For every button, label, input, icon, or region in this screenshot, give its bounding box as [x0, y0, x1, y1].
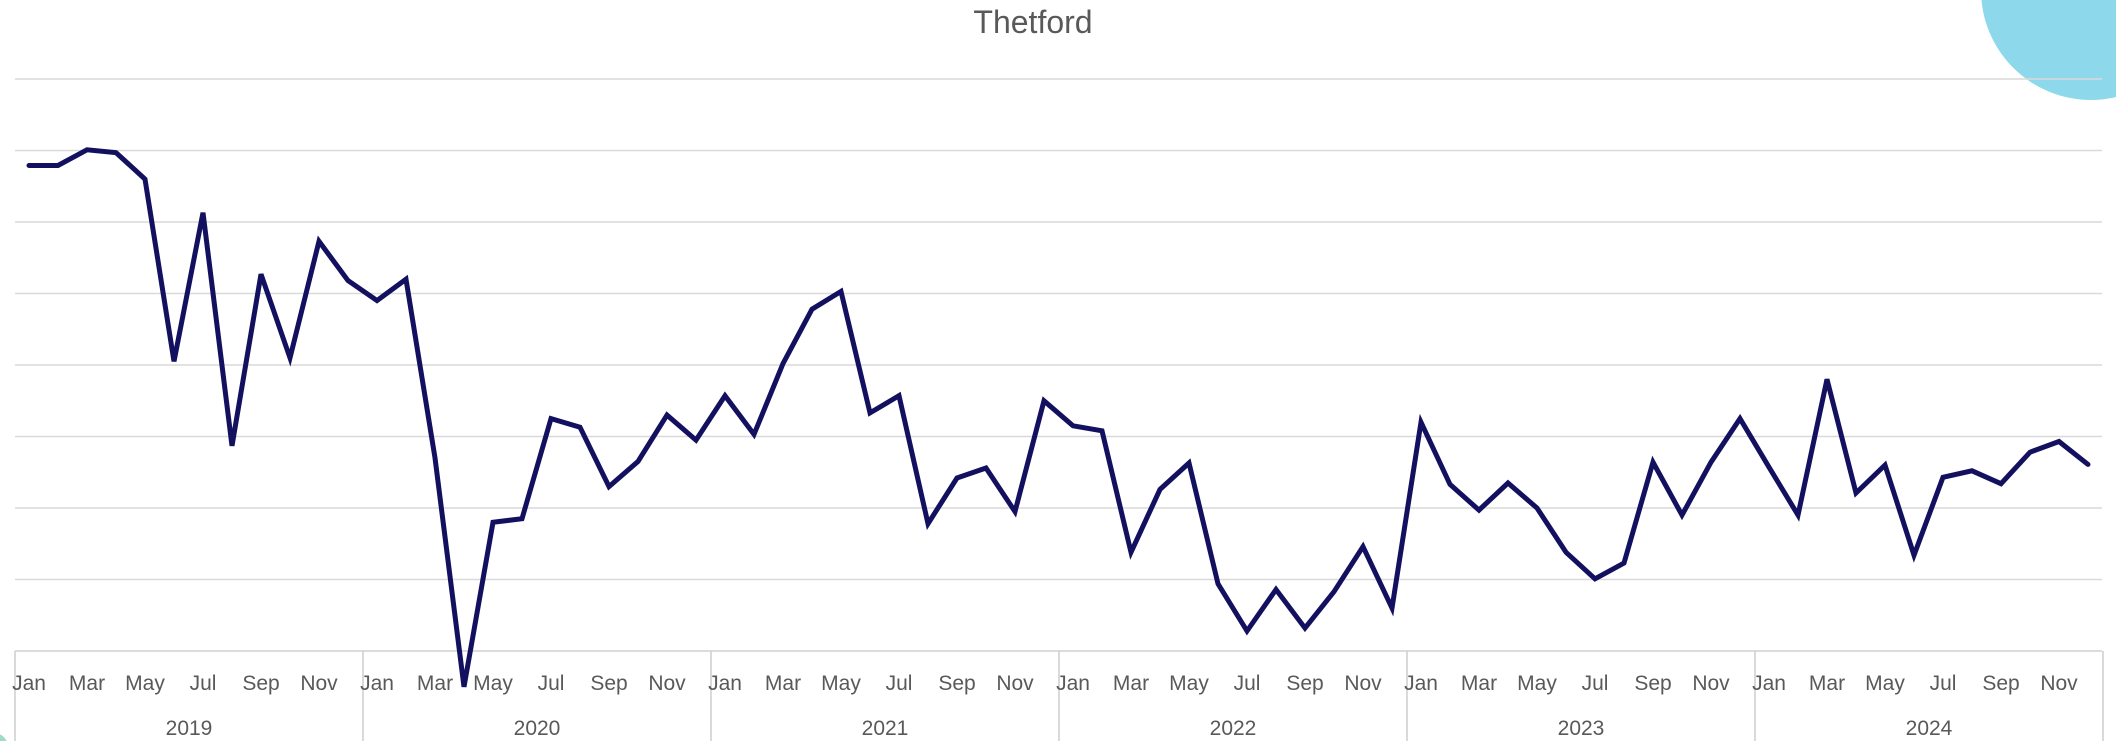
month-tick-label: Sep: [1286, 672, 1323, 695]
month-tick-label: Jan: [1752, 672, 1786, 695]
month-tick-label: Jan: [12, 672, 46, 695]
month-tick-labels: Jan Mar May Jul Sep Nov Jan Mar May Jul Sep Nov Jan M…: [12, 672, 2078, 695]
month-tick-label: Sep: [590, 672, 627, 695]
decorative-circle-green: [0, 733, 8, 741]
month-tick-label: Nov: [996, 672, 1034, 695]
month-tick-label: Mar: [1113, 672, 1149, 695]
month-tick-label: Nov: [1692, 672, 1730, 695]
month-tick-label: May: [1517, 672, 1557, 695]
month-tick-label: Nov: [300, 672, 338, 695]
month-tick-label: Jul: [1234, 672, 1261, 695]
month-tick-label: Nov: [1344, 672, 1382, 695]
month-tick-label: Jul: [190, 672, 217, 695]
month-tick-label: Jul: [1582, 672, 1609, 695]
month-tick-label: Jul: [538, 672, 565, 695]
month-tick-label: Sep: [1982, 672, 2019, 695]
month-tick-label: Sep: [938, 672, 975, 695]
year-label: 2021: [862, 717, 909, 740]
month-tick-label: May: [473, 672, 513, 695]
month-tick-label: Jan: [360, 672, 394, 695]
year-dividers: [14, 651, 2104, 741]
month-tick-label: Mar: [1809, 672, 1845, 695]
series-line: [26, 147, 2091, 688]
month-tick-label: Nov: [2040, 672, 2078, 695]
month-tick-label: Mar: [765, 672, 801, 695]
gridlines: [15, 78, 2102, 652]
month-tick-label: May: [821, 672, 861, 695]
month-tick-label: Mar: [69, 672, 105, 695]
month-tick-label: Jan: [1404, 672, 1438, 695]
year-label: 2024: [1906, 717, 1953, 740]
year-label: 2019: [166, 717, 213, 740]
chart-title: Thetford: [973, 4, 1093, 40]
month-tick-label: May: [1865, 672, 1905, 695]
month-tick-label: Jul: [886, 672, 913, 695]
month-tick-label: Nov: [648, 672, 686, 695]
month-tick-label: Jan: [708, 672, 742, 695]
year-label: 2022: [1210, 717, 1257, 740]
month-tick-label: Mar: [1461, 672, 1497, 695]
year-label: 2020: [514, 717, 561, 740]
year-labels: 2019 2020 2021 2022 2023 2024: [166, 717, 1953, 740]
month-tick-label: Sep: [242, 672, 279, 695]
month-tick-label: Jul: [1930, 672, 1957, 695]
month-tick-label: Jan: [1056, 672, 1090, 695]
month-tick-label: May: [1169, 672, 1209, 695]
month-tick-label: May: [125, 672, 165, 695]
month-tick-label: Sep: [1634, 672, 1671, 695]
year-label: 2023: [1558, 717, 1605, 740]
month-tick-label: Mar: [417, 672, 453, 695]
